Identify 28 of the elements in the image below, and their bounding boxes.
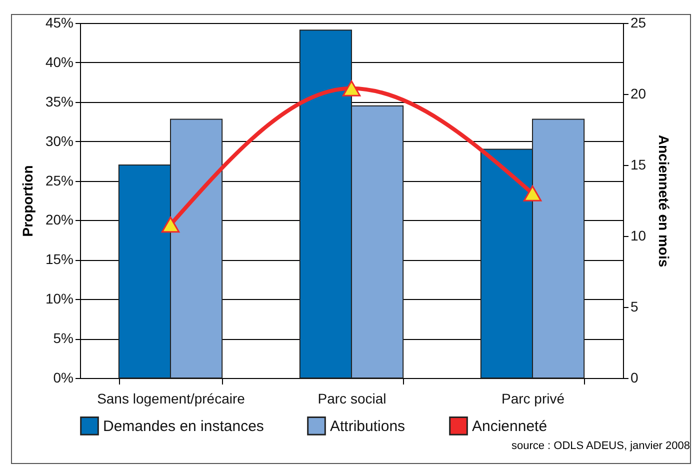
y-tick-label: 45% (45, 14, 74, 30)
source-note: source : ODLS ADEUS, janvier 2008 (511, 440, 690, 452)
point (342, 80, 361, 96)
y-tick-label: 0% (53, 370, 74, 386)
legend-label: Ancienneté (472, 418, 548, 435)
y-axis-title: Proportion (19, 165, 36, 237)
legend-label: Demandes en instances (103, 418, 264, 435)
y-tick-label: 30% (45, 132, 74, 149)
y2-tick-label: 25 (630, 14, 646, 30)
y2-tick-label: 5 (630, 298, 638, 314)
y-tick-label: 15% (45, 251, 74, 268)
y-tick-label: 10% (45, 290, 74, 307)
y2-axis-title: Ancienneté en mois (656, 134, 672, 268)
x-tick-label: Parc social (318, 390, 386, 406)
y2-tick-label: 15 (630, 156, 646, 172)
y-tick-label: 40% (45, 54, 74, 70)
y-tick-label: 20% (45, 212, 74, 228)
legend-label: Attributions (330, 418, 406, 435)
y-tick-label: 25% (45, 172, 74, 188)
y2-tick-label: 0 (630, 370, 638, 386)
point (523, 185, 542, 202)
y-tick-label: 35% (45, 93, 74, 110)
x-tick-label: Parc privé (501, 390, 565, 406)
y2-tick-label: 20 (630, 86, 646, 102)
point (161, 216, 180, 233)
x-tick-label: Sans logement/précaire (97, 390, 246, 406)
y2-tick-label: 10 (630, 228, 646, 244)
y-tick-label: 5% (53, 330, 74, 346)
